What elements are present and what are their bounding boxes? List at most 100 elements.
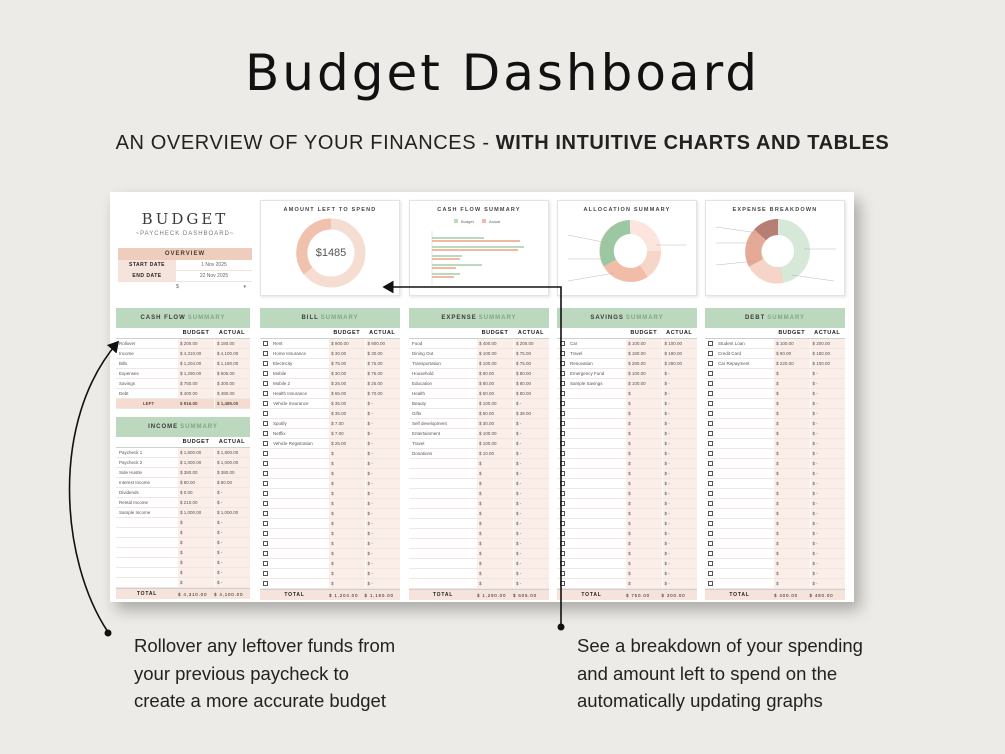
row-budget[interactable]: $ <box>774 379 810 388</box>
row-budget[interactable]: $ <box>774 399 810 408</box>
checkbox[interactable] <box>263 401 268 406</box>
checkbox[interactable] <box>263 531 268 536</box>
row-budget[interactable]: $ 220.00 <box>774 359 810 368</box>
row-name[interactable]: Sample Income <box>119 510 151 515</box>
row-budget[interactable]: $ <box>774 529 810 538</box>
row-budget[interactable]: $ <box>774 429 810 438</box>
row-budget[interactable]: $ 25.00 <box>329 379 365 388</box>
row-name[interactable]: Car Repayment <box>718 361 750 366</box>
checkbox[interactable] <box>263 561 268 566</box>
checkbox[interactable] <box>263 421 268 426</box>
row-budget[interactable]: $ <box>329 569 365 578</box>
row-budget[interactable]: $ <box>774 439 810 448</box>
row-name[interactable]: Mobile 2 <box>273 381 291 386</box>
row-budget[interactable]: $ <box>329 459 365 468</box>
row-name[interactable]: Household <box>412 371 434 376</box>
row-budget[interactable]: $ <box>626 489 662 498</box>
row-budget[interactable]: $ 35.00 <box>329 399 365 408</box>
row-budget[interactable]: $ <box>774 569 810 578</box>
row-name[interactable]: Home Insurance <box>273 351 307 356</box>
row-budget[interactable]: $ <box>477 559 513 568</box>
row-name[interactable]: Interest Income <box>119 480 151 485</box>
row-budget[interactable]: $ 30.00 <box>329 369 365 378</box>
row-name[interactable]: Paycheck 2 <box>119 460 143 465</box>
row-budget[interactable]: $ <box>626 459 662 468</box>
row-budget[interactable]: $ <box>774 549 810 558</box>
row-name[interactable]: Travel <box>412 441 425 446</box>
row-name[interactable]: Dividends <box>119 490 139 495</box>
row-budget[interactable]: $ 750.00 <box>178 379 214 388</box>
checkbox[interactable] <box>263 381 268 386</box>
row-budget[interactable]: $ <box>626 419 662 428</box>
row-budget[interactable]: $ <box>626 439 662 448</box>
row-name[interactable]: Transportation <box>412 361 441 366</box>
row-budget[interactable]: $ 100.00 <box>477 349 513 358</box>
checkbox[interactable] <box>263 481 268 486</box>
checkbox[interactable] <box>708 501 713 506</box>
row-budget[interactable]: $ <box>774 519 810 528</box>
row-name[interactable]: Credit Card <box>718 351 742 356</box>
checkbox[interactable] <box>263 521 268 526</box>
row-name[interactable]: Rental Income <box>119 500 149 505</box>
row-name[interactable]: Rollover <box>119 341 136 346</box>
row-budget[interactable]: $ 100.00 <box>477 399 513 408</box>
row-budget[interactable]: $ <box>774 509 810 518</box>
row-budget[interactable]: $ <box>774 489 810 498</box>
row-budget[interactable]: $ <box>178 518 214 527</box>
end-date-input[interactable]: 22 Nov 2025 <box>199 273 229 279</box>
row-budget[interactable]: $ 100.00 <box>774 339 810 348</box>
row-budget[interactable]: $ <box>626 579 662 588</box>
checkbox[interactable] <box>708 441 713 446</box>
row-budget[interactable]: $ <box>774 449 810 458</box>
row-name[interactable]: Side Hustle <box>119 470 143 475</box>
row-name[interactable]: Beauty <box>412 401 427 406</box>
row-budget[interactable]: $ 280.00 <box>626 359 662 368</box>
row-budget[interactable]: $ 7.00 <box>329 429 365 438</box>
row-budget[interactable]: $ 180.00 <box>626 349 662 358</box>
row-budget[interactable]: $ <box>477 579 513 588</box>
row-budget[interactable]: $ 100.00 <box>626 369 662 378</box>
row-budget[interactable]: $ 100.00 <box>477 359 513 368</box>
row-budget[interactable]: $ 380.00 <box>178 468 214 477</box>
row-budget[interactable]: $ <box>329 559 365 568</box>
row-budget[interactable]: $ <box>774 369 810 378</box>
row-name[interactable]: Income <box>119 351 134 356</box>
row-budget[interactable]: $ <box>329 539 365 548</box>
row-budget[interactable]: $ 1,800.00 <box>178 448 214 457</box>
checkbox[interactable] <box>263 411 268 416</box>
checkbox[interactable] <box>708 431 713 436</box>
row-name[interactable]: Bills <box>119 361 128 366</box>
row-budget[interactable]: $ <box>178 528 214 537</box>
checkbox[interactable] <box>708 451 713 456</box>
row-budget[interactable]: $ 35.00 <box>329 409 365 418</box>
row-name[interactable]: Spotify <box>273 421 287 426</box>
row-budget[interactable]: $ <box>626 549 662 558</box>
checkbox[interactable] <box>708 401 713 406</box>
checkbox[interactable] <box>263 581 268 586</box>
row-budget[interactable]: $ <box>774 409 810 418</box>
row-name[interactable]: Self development <box>412 421 447 426</box>
checkbox[interactable] <box>708 511 713 516</box>
checkbox[interactable] <box>708 421 713 426</box>
row-budget[interactable]: $ <box>626 519 662 528</box>
checkbox[interactable] <box>708 351 713 356</box>
row-name[interactable]: Health <box>412 391 426 396</box>
row-budget[interactable]: $ <box>774 389 810 398</box>
row-budget[interactable]: $ <box>477 489 513 498</box>
row-name[interactable]: Electricity <box>273 361 293 366</box>
row-name[interactable]: Paycheck 1 <box>119 450 143 455</box>
checkbox[interactable] <box>708 411 713 416</box>
checkbox[interactable] <box>708 471 713 476</box>
checkbox[interactable] <box>263 541 268 546</box>
row-budget[interactable]: $ 80.00 <box>774 349 810 358</box>
checkbox[interactable] <box>263 471 268 476</box>
row-budget[interactable]: $ <box>774 459 810 468</box>
row-budget[interactable]: $ <box>626 509 662 518</box>
row-budget[interactable]: $ 30.00 <box>329 349 365 358</box>
row-budget[interactable]: $ <box>329 479 365 488</box>
checkbox[interactable] <box>263 551 268 556</box>
row-name[interactable]: Vehicle Registration <box>273 441 313 446</box>
row-budget[interactable]: $ 50.00 <box>477 409 513 418</box>
row-budget[interactable]: $ <box>329 519 365 528</box>
row-budget[interactable]: $ <box>329 449 365 458</box>
